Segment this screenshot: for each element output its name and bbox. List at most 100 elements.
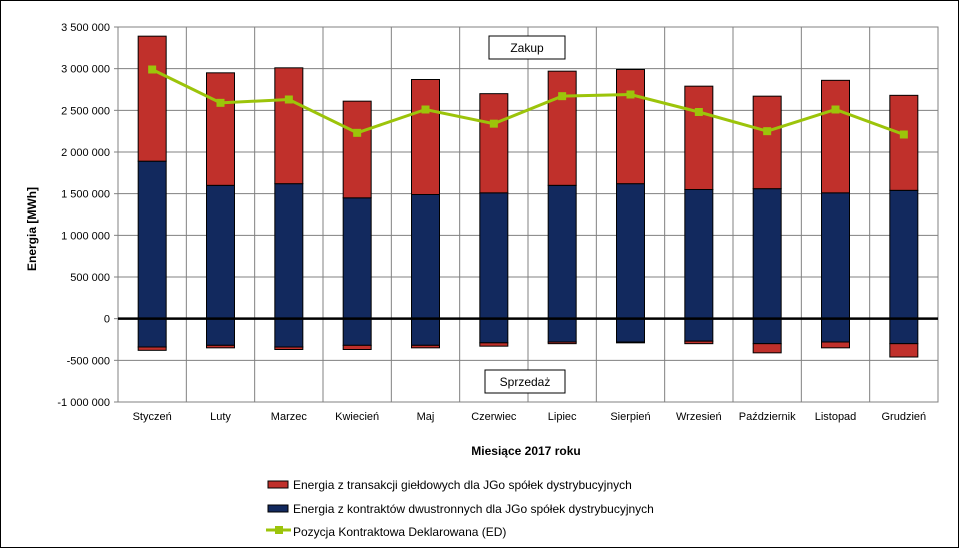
bar-dwustronne-negative [821, 318, 850, 343]
bar-dwustronne-negative [547, 318, 577, 343]
point-ed [831, 105, 840, 114]
bar-gieldowe-positive [752, 95, 782, 190]
y-tick-label: 1 500 000 [61, 189, 110, 201]
x-tick-label: Grudzień [882, 411, 927, 423]
bar-dwustronne-positive [274, 183, 304, 320]
bar-dwustronne-negative [684, 318, 714, 342]
bar-gieldowe-negative [411, 344, 440, 349]
bar-dwustronne-negative [342, 318, 372, 346]
bars [137, 35, 919, 358]
bar-gieldowe-positive [889, 94, 919, 191]
point-ed [694, 108, 703, 116]
bar-gieldowe-positive [479, 93, 509, 194]
legend-label-gieldowe: Energia z transakcji giełdowych dla JGo … [293, 478, 632, 492]
point-ed [216, 98, 225, 107]
bar-gieldowe-negative [889, 343, 919, 358]
y-tick-label: 3 000 000 [61, 64, 110, 76]
x-tick-label: Sierpień [610, 411, 650, 423]
y-tick-label: 1 000 000 [61, 230, 110, 242]
bar-dwustronne-negative [889, 318, 919, 345]
bar-dwustronne-positive [684, 189, 714, 320]
bar-dwustronne-negative [137, 318, 167, 348]
legend-swatch-gieldowe [267, 480, 289, 489]
bar-gieldowe-negative [137, 346, 167, 351]
bar-gieldowe-negative [547, 341, 577, 345]
y-tick-label: 3 500 000 [61, 22, 110, 34]
x-tick-label: Kwiecień [335, 411, 379, 423]
annotation-zakup: Zakup [488, 35, 566, 60]
bar-gieldowe-negative [479, 342, 509, 347]
bar-gieldowe-negative [684, 340, 714, 345]
bar-dwustronne-negative [752, 318, 782, 345]
bar-dwustronne-positive [821, 192, 850, 320]
bar-gieldowe-positive [206, 72, 235, 186]
bar-gieldowe-positive [547, 70, 577, 186]
bar-gieldowe-positive [411, 79, 440, 195]
bar-dwustronne-positive [889, 189, 919, 320]
legend: Energia z transakcji giełdowych dla JGo … [266, 478, 654, 539]
gridlines [118, 26, 938, 403]
x-tick-label: Listopad [815, 411, 857, 423]
bar-gieldowe-negative [342, 344, 372, 351]
legend-swatch-dwustronne [267, 504, 289, 513]
y-tick-label: 2 000 000 [61, 147, 110, 159]
bar-dwustronne-negative [479, 318, 509, 344]
bar-gieldowe-negative [206, 344, 235, 349]
bar-dwustronne-positive [206, 184, 235, 320]
bar-dwustronne-positive [137, 160, 167, 320]
y-axis-ticks: 3 500 000 3 000 000 2 500 000 2 000 000 1 50… [57, 22, 118, 409]
bar-gieldowe-negative [274, 346, 304, 350]
x-tick-label: Maj [417, 411, 435, 423]
bar-dwustronne-positive [342, 197, 372, 320]
x-tick-label: Lipiec [548, 411, 577, 423]
bar-gieldowe-negative [752, 343, 782, 354]
bar-dwustronne-negative [206, 318, 235, 346]
point-ed [284, 95, 293, 104]
y-tick-label: 500 000 [70, 272, 110, 284]
legend-marker-ed [275, 526, 283, 534]
bar-dwustronne-negative [274, 318, 304, 348]
bar-gieldowe-negative [821, 341, 850, 349]
annotation-zakup-label: Zakup [510, 41, 544, 55]
annotation-sprzedaz: Sprzedaż [484, 369, 566, 394]
bar-gieldowe-positive [684, 85, 714, 190]
bar-gieldowe-positive [137, 35, 167, 162]
x-tick-label: Luty [210, 411, 231, 423]
point-ed [148, 65, 157, 74]
x-tick-label: Październik [739, 411, 796, 423]
x-tick-label: Wrzesień [676, 411, 722, 423]
bar-dwustronne-positive [479, 192, 509, 320]
x-tick-label: Czerwiec [471, 411, 517, 423]
annotation-sprzedaz-box [484, 369, 566, 394]
x-axis-title: Miesiące 2017 roku [471, 444, 580, 458]
point-ed [489, 119, 498, 128]
point-ed [626, 90, 635, 99]
x-axis-ticks: Styczeń Luty Marzec Kwiecień Maj Czerwiec Lipi… [133, 411, 927, 423]
point-ed [899, 130, 908, 139]
bar-dwustronne-negative [616, 318, 645, 343]
bar-gieldowe-positive [616, 69, 645, 185]
y-tick-label: -500 000 [67, 355, 110, 367]
bar-dwustronne-positive [411, 194, 440, 320]
y-tick-label: -1 000 000 [57, 397, 110, 409]
point-ed [763, 127, 772, 136]
y-tick-label: 2 500 000 [61, 105, 110, 117]
annotation-zakup-box [488, 35, 566, 60]
bar-dwustronne-positive [616, 183, 645, 320]
bar-dwustronne-negative [411, 318, 440, 346]
legend-label-ed: Pozycja Kontraktowa Deklarowana (ED) [293, 525, 506, 539]
bar-gieldowe-positive [342, 100, 372, 199]
x-tick-label: Styczeń [133, 411, 172, 423]
point-ed [421, 105, 430, 114]
line-series [148, 65, 908, 139]
x-tick-label: Marzec [271, 411, 308, 423]
point-ed [558, 92, 567, 101]
line-ed [151, 68, 905, 136]
legend-label-dwustronne: Energia z kontraktów dwustronnych dla JG… [293, 502, 654, 516]
bar-gieldowe-positive [274, 67, 304, 185]
y-tick-label: 0 [104, 314, 110, 326]
annotation-sprzedaz-label: Sprzedaż [500, 375, 551, 389]
y-axis-title: Energia [MWh] [25, 187, 39, 271]
